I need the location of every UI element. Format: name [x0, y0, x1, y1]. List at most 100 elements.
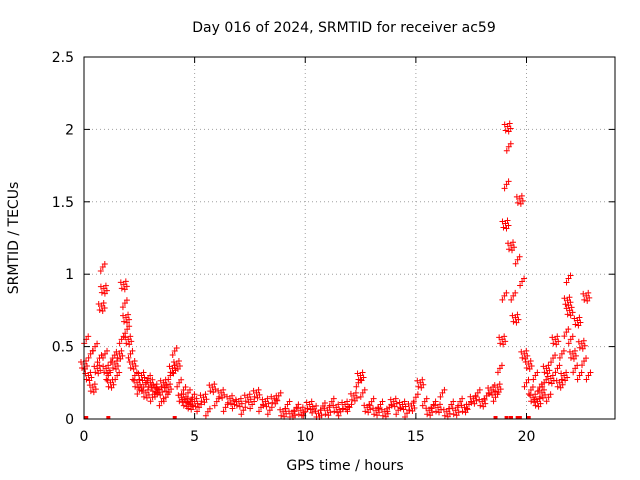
plus-marker: [143, 394, 150, 401]
y-tick-label: 0.5: [52, 340, 74, 356]
plus-marker: [291, 408, 298, 415]
data-point: [496, 333, 509, 348]
plus-marker: [501, 121, 508, 128]
data-point: [503, 140, 514, 154]
plus-marker: [494, 369, 501, 376]
plus-marker: [123, 340, 130, 347]
plus-marker: [450, 398, 457, 405]
plus-marker: [130, 365, 137, 372]
plus-marker: [507, 140, 514, 147]
plus-marker: [354, 370, 361, 377]
data-point: [122, 333, 135, 348]
plus-marker: [158, 383, 165, 390]
plus-marker: [149, 376, 156, 383]
plus-marker: [556, 354, 563, 361]
data-point: [256, 401, 266, 415]
chart-title: Day 016 of 2024, SRMTID for receiver ac5…: [192, 20, 496, 36]
plus-marker: [563, 369, 570, 376]
plus-marker: [232, 396, 239, 403]
plus-marker: [393, 411, 400, 418]
data-point: [169, 344, 180, 358]
data-point: [566, 347, 579, 362]
plus-marker: [238, 411, 245, 418]
plus-marker: [414, 391, 421, 398]
plus-marker: [182, 393, 189, 400]
plus-marker: [178, 376, 185, 383]
data-point: [491, 381, 504, 396]
data-point: [490, 391, 501, 405]
plus-marker: [211, 381, 218, 388]
data-point: [90, 340, 101, 354]
data-point: [85, 347, 96, 361]
plus-marker: [304, 405, 311, 412]
data-point: [339, 398, 352, 413]
data-point: [384, 401, 395, 415]
plus-marker: [119, 304, 126, 311]
plus-marker: [583, 376, 590, 383]
plus-marker: [554, 383, 561, 390]
y-tick-label: 1: [65, 267, 74, 283]
plus-marker: [309, 409, 316, 416]
data-point: [108, 357, 121, 372]
y-tick-label: 1.5: [52, 195, 74, 211]
plus-marker: [100, 363, 107, 370]
plus-marker: [125, 354, 132, 361]
plus-marker: [334, 409, 341, 416]
plus-marker: [147, 372, 154, 379]
plus-marker: [175, 392, 182, 399]
plus-marker: [365, 409, 372, 416]
plus-marker: [543, 398, 550, 405]
plus-marker: [344, 398, 351, 405]
plus-marker: [294, 405, 301, 412]
plus-marker: [491, 382, 498, 389]
data-point: [170, 357, 183, 372]
plus-marker: [219, 394, 226, 401]
plus-marker: [433, 408, 439, 415]
data-point: [232, 395, 245, 410]
data-point: [419, 395, 430, 409]
plus-marker: [353, 383, 360, 390]
data-point: [134, 384, 145, 398]
plus-marker: [576, 314, 583, 321]
plus-marker: [87, 388, 94, 395]
plus-marker: [357, 393, 364, 400]
plus-marker: [335, 401, 342, 408]
plus-marker: [259, 396, 266, 403]
plus-marker: [516, 253, 523, 260]
plus-marker: [558, 370, 565, 377]
plus-marker: [148, 382, 155, 389]
data-point: [238, 404, 249, 418]
plus-marker: [496, 334, 503, 341]
plus-marker: [467, 393, 474, 400]
data-point: [501, 178, 512, 192]
plus-marker: [518, 348, 525, 355]
plus-marker: [95, 370, 102, 377]
plus-marker: [587, 369, 594, 376]
data-point: [202, 405, 213, 419]
plus-marker: [125, 311, 132, 318]
plus-marker: [167, 369, 174, 376]
plus-marker: [123, 297, 130, 304]
plus-marker: [111, 352, 118, 359]
plus-marker: [500, 341, 507, 348]
plus-marker: [246, 391, 253, 398]
plus-marker: [384, 408, 391, 415]
axis-ticks: [83, 56, 615, 420]
plus-marker: [312, 408, 319, 415]
plus-marker: [295, 411, 302, 418]
plus-marker: [375, 405, 382, 412]
plus-marker: [498, 362, 505, 369]
plus-marker: [583, 355, 590, 362]
data-point: [273, 389, 284, 403]
plus-marker: [499, 218, 506, 225]
data-point: [446, 398, 457, 412]
plus-marker: [321, 399, 328, 406]
plus-marker: [575, 338, 582, 345]
plus-marker: [437, 401, 443, 408]
data-point: [107, 352, 118, 366]
plus-marker: [580, 337, 587, 344]
plus-marker: [322, 411, 329, 418]
plus-marker: [548, 359, 555, 366]
data-point: [414, 376, 427, 391]
plus-marker: [409, 407, 416, 414]
